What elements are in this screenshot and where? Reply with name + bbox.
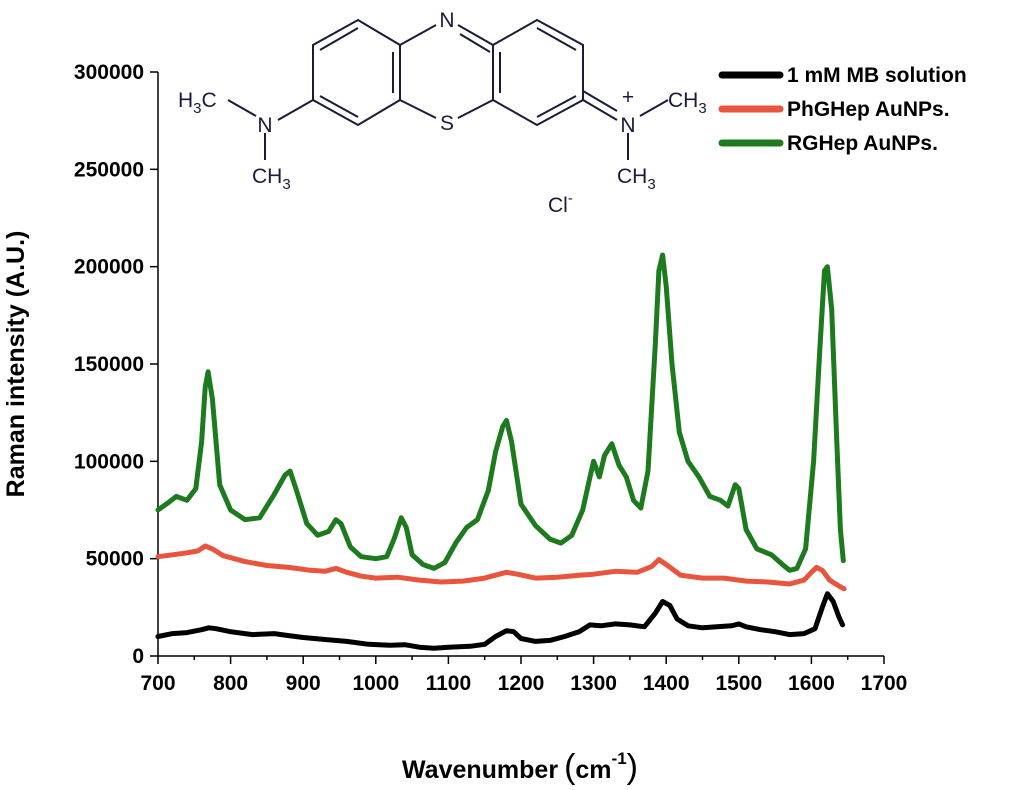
atom-n-top: N xyxy=(439,9,454,32)
left-ring-inner-bond-2 xyxy=(319,95,359,118)
atom-s: S xyxy=(440,112,454,135)
y-tick-label: 50000 xyxy=(86,548,144,571)
series-group xyxy=(155,252,847,651)
methyl-right-bottom: CH3 xyxy=(617,165,656,193)
y-tick-label: 100000 xyxy=(74,450,144,473)
y-tick-label: 150000 xyxy=(74,353,144,376)
right-ring-inner-bond-3 xyxy=(536,95,577,118)
legend: 1 mM MB solution PhGHep AuNPs. RGHep AuNPs… xyxy=(718,64,967,155)
legend-label-3: RGHep AuNPs. xyxy=(787,132,938,155)
x-tick-label: 1200 xyxy=(498,672,545,695)
methyl-left-top: H3C xyxy=(178,89,217,117)
x-axis-ticks: 700 800 900 1000 1100 1200 1300 1400 1500 1600 170… xyxy=(140,656,907,695)
methyl-left-bottom: CH3 xyxy=(252,165,291,193)
counter-ion: Cl- xyxy=(548,190,573,217)
right-n-methyl-bond-up xyxy=(639,99,669,117)
x-axis-title: Wavenumber (cm-1) xyxy=(402,748,638,786)
y-axis-ticks: 0 50000 100000 150000 200000 250000 300000 xyxy=(74,61,158,668)
right-n-double-bond-2 xyxy=(582,90,618,112)
central-bond-bottom-right xyxy=(457,99,494,119)
left-ring-inner-bond-1 xyxy=(319,27,359,51)
y-tick-label: 250000 xyxy=(74,158,144,181)
x-tick-label: 800 xyxy=(213,672,248,695)
x-tick-label: 1300 xyxy=(570,672,617,695)
series-line-2 xyxy=(155,543,847,592)
left-n-methyl-bond-up xyxy=(227,99,257,117)
x-tick-label: 900 xyxy=(286,672,321,695)
right-ring-inner-bond-1 xyxy=(536,27,577,51)
molecule-structure: N S N N + H3C CH3 CH3 CH3 Cl- xyxy=(178,9,707,217)
series-line-3 xyxy=(155,252,846,573)
central-bond-top-left xyxy=(399,24,437,46)
central-bond-top-right-double xyxy=(459,33,491,53)
y-tick-label: 300000 xyxy=(74,61,144,84)
x-tick-label: 1100 xyxy=(426,672,472,695)
right-ring xyxy=(492,18,584,127)
series-line-1 xyxy=(155,591,846,651)
central-bond-top-right xyxy=(457,24,494,46)
x-tick-label: 1700 xyxy=(861,672,908,695)
legend-label-1: 1 mM MB solution xyxy=(787,64,967,87)
x-tick-label: 1600 xyxy=(788,672,835,695)
y-tick-label: 0 xyxy=(132,645,144,668)
charge-plus: + xyxy=(622,86,634,109)
x-tick-label: 700 xyxy=(140,672,175,695)
central-bond-bottom-left xyxy=(399,99,437,119)
methyl-right-top: CH3 xyxy=(668,89,707,117)
legend-label-2: PhGHep AuNPs. xyxy=(787,98,950,121)
atom-n-left: N xyxy=(257,114,272,137)
y-tick-label: 200000 xyxy=(74,256,144,279)
x-tick-label: 1400 xyxy=(643,672,690,695)
x-tick-label: 1000 xyxy=(352,672,399,695)
left-ring xyxy=(312,18,401,127)
right-n-double-bond-1 xyxy=(582,99,618,121)
left-n-bond xyxy=(277,99,314,121)
y-axis-title: Raman intensity (A.U.) xyxy=(2,231,30,498)
x-tick-label: 1500 xyxy=(715,672,762,695)
atom-n-right: N xyxy=(620,114,635,137)
